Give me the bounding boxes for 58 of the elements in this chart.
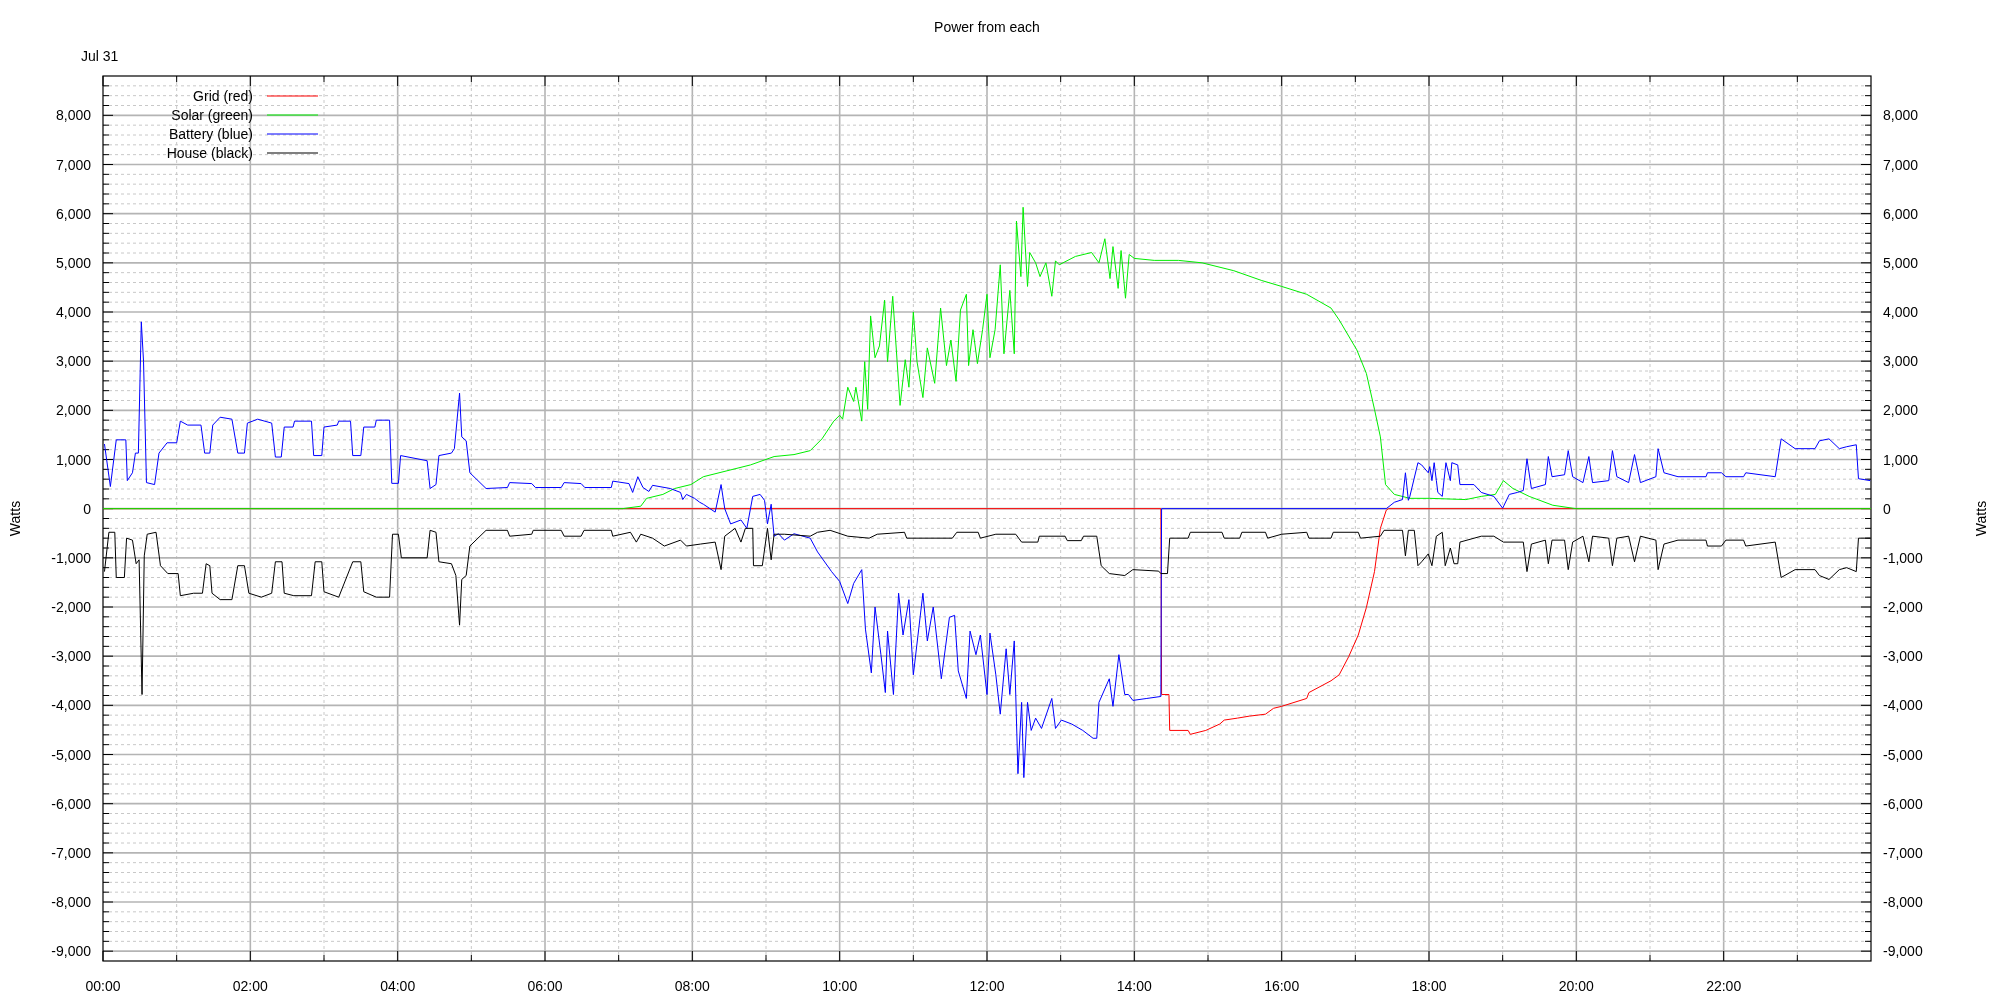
y2-tick-label: 6,000 (1883, 205, 1919, 222)
y2-tick-label: 1,000 (1883, 451, 1919, 468)
y2-tick-label: -8,000 (1883, 894, 1923, 910)
y-tick-label: -9,000 (51, 943, 92, 960)
y-tick-label: -2,000 (51, 599, 92, 615)
x-tick-label: 04:00 (380, 978, 416, 994)
chart-title: Power from each (934, 19, 1040, 35)
y2-tick-label: 8,000 (1883, 107, 1919, 124)
y2-tick-label: -5,000 (1883, 746, 1923, 763)
text: Jul 31 (81, 48, 119, 64)
legend-label: Battery (blue) (168, 126, 253, 142)
x-tick-label: 02:00 (232, 978, 269, 994)
y2-tick-label: -4,000 (1883, 697, 1923, 714)
y2-tick-label: -2,000 (1883, 599, 1923, 615)
y-tick-label: -5,000 (51, 746, 92, 763)
y2-tick-label: -3,000 (1883, 648, 1923, 665)
y-tick-label: 7,000 (55, 156, 92, 173)
y2-tick-label: -6,000 (1883, 795, 1923, 812)
legend-label: Grid (red) (193, 88, 253, 104)
y-tick-label: 4,000 (55, 304, 92, 320)
y2-tick-label: -9,000 (1883, 943, 1923, 960)
y-tick-label: -6,000 (51, 795, 92, 812)
y2-axis-title: Watts (1973, 500, 1989, 537)
x-tick-label: 10:00 (822, 978, 858, 994)
x-tick-label: 16:00 (1264, 978, 1300, 994)
y-tick-label: 2,000 (55, 402, 92, 419)
y2-tick-label: 0 (1883, 500, 1891, 517)
y-tick-label: -1,000 (51, 549, 92, 566)
x-tick-label: 20:00 (1558, 978, 1595, 994)
y-tick-label: 8,000 (55, 107, 92, 124)
y2-tick-label: 3,000 (1883, 353, 1919, 370)
legend-label: House (black) (166, 145, 253, 161)
y-tick-label: -8,000 (51, 894, 92, 910)
y-tick-label: -4,000 (51, 697, 92, 714)
y-tick-label: 6,000 (55, 205, 92, 222)
x-tick-label: 18:00 (1411, 978, 1447, 994)
line-series (103, 206, 1871, 510)
x-tick-label: 00:00 (85, 978, 121, 994)
y2-tick-label: 5,000 (1883, 254, 1919, 271)
y2-tick-label: 7,000 (1883, 156, 1919, 173)
x-tick-label: 14:00 (1116, 978, 1153, 994)
y-tick-label: 5,000 (55, 254, 92, 271)
y2-tick-label: -1,000 (1883, 549, 1923, 566)
y-tick-label: 3,000 (55, 353, 92, 370)
legend-label: Solar (green) (171, 107, 253, 123)
y2-tick-label: 2,000 (1883, 402, 1919, 419)
y-tick-label: 1,000 (55, 451, 92, 468)
y-tick-label: -3,000 (51, 648, 92, 665)
y-tick-label: -7,000 (51, 844, 92, 861)
x-tick-label: 06:00 (527, 978, 563, 994)
y2-tick-label: -7,000 (1883, 844, 1923, 861)
y-tick-label: 0 (83, 500, 92, 517)
y-axis-title: Watts (7, 500, 23, 537)
x-tick-label: 08:00 (674, 978, 711, 994)
y2-tick-label: 4,000 (1883, 304, 1919, 320)
x-tick-label: 12:00 (969, 978, 1005, 994)
line-series (103, 321, 1871, 779)
x-tick-label: 22:00 (1706, 978, 1742, 994)
